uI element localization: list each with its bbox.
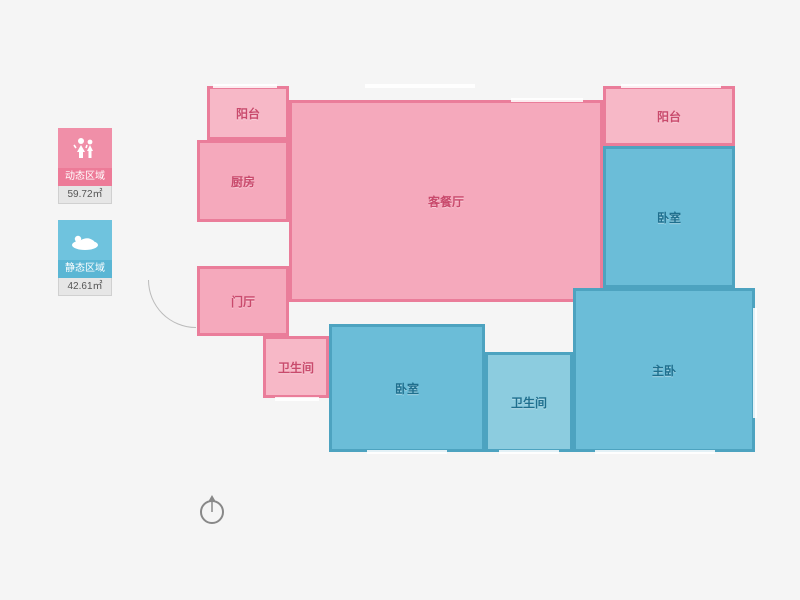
legend-dynamic-value: 59.72㎡	[58, 186, 112, 204]
floorplan-canvas: 动态区域 59.72㎡ 静态区域 42.61㎡ 阳台厨房门厅卫生间 客餐厅 阳台卧室…	[0, 0, 800, 600]
window-marker	[753, 308, 757, 418]
legend-dynamic: 动态区域 59.72㎡	[58, 128, 112, 204]
people-icon	[58, 128, 112, 168]
legend-static-title: 静态区域	[58, 260, 112, 278]
legend-static-value: 42.61㎡	[58, 278, 112, 296]
room-label: 阳台	[236, 105, 260, 122]
room-bed2: 卧室	[329, 324, 485, 452]
room-label: 厨房	[231, 173, 255, 190]
room-label: 卧室	[395, 380, 419, 397]
room-label: 卧室	[657, 209, 681, 226]
room-balcony1: 阳台	[207, 86, 289, 140]
room-label: 客餐厅	[428, 193, 464, 210]
window-marker	[621, 84, 721, 88]
room-living: 客餐厅	[289, 100, 603, 302]
room-foyer: 门厅	[197, 266, 289, 336]
window-marker	[367, 450, 447, 454]
room-master: 主卧	[573, 288, 755, 452]
room-balcony2: 阳台	[603, 86, 735, 146]
floor-plan: 阳台厨房门厅卫生间客餐厅阳台卧室卫生间卧室主卧	[155, 78, 760, 488]
room-label: 卫生间	[278, 359, 314, 376]
window-marker	[595, 450, 715, 454]
room-label: 门厅	[231, 293, 255, 310]
legend-dynamic-title: 动态区域	[58, 168, 112, 186]
legend-static: 静态区域 42.61㎡	[58, 220, 112, 296]
window-marker	[213, 84, 277, 88]
room-bed1: 卧室	[603, 146, 735, 288]
compass-icon	[198, 492, 226, 526]
room-kitchen: 厨房	[197, 140, 289, 222]
room-bath1: 卫生间	[263, 336, 329, 398]
room-label: 卫生间	[511, 394, 547, 411]
rest-icon	[58, 220, 112, 260]
window-marker	[499, 450, 559, 454]
window-marker	[275, 397, 319, 401]
window-marker	[511, 98, 583, 102]
room-label: 主卧	[652, 362, 676, 379]
room-label: 阳台	[657, 108, 681, 125]
room-bath2: 卫生间	[485, 352, 573, 452]
window-marker	[365, 84, 475, 88]
